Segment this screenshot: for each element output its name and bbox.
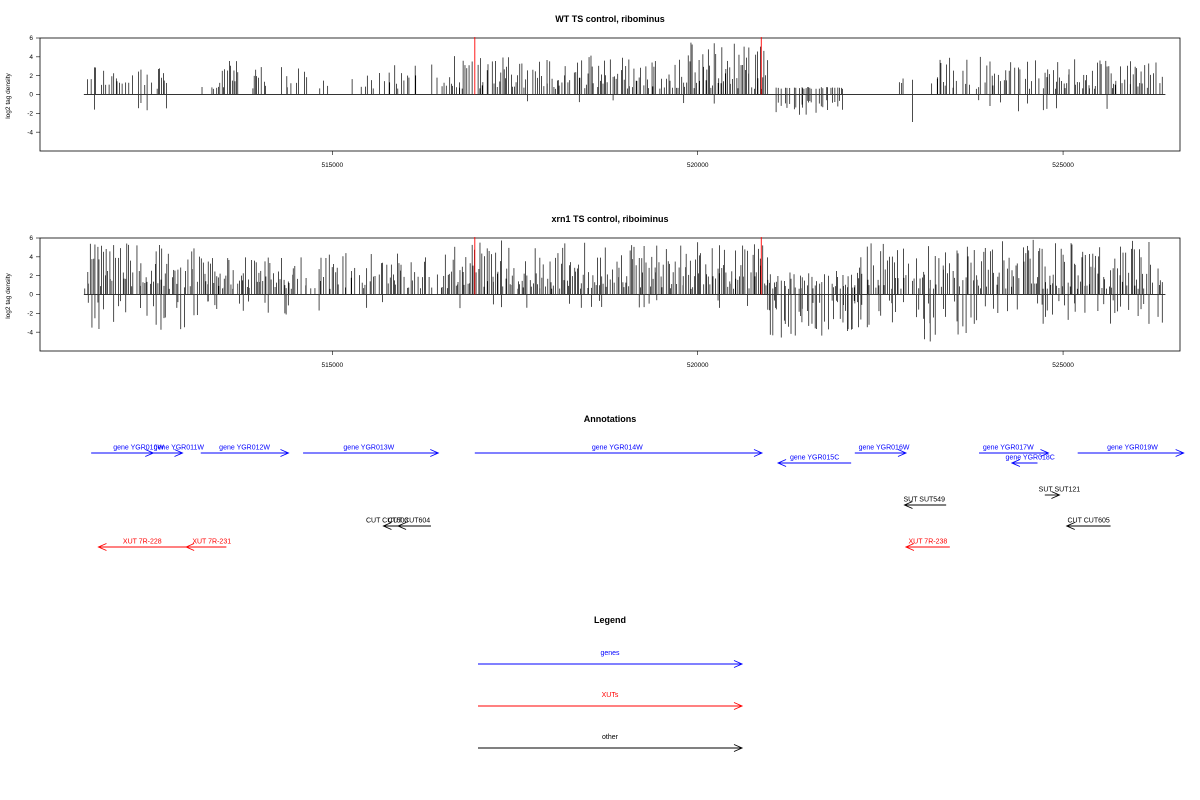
annotation-feature[interactable]: XUT 7R-238 <box>904 539 950 551</box>
annotation-feature[interactable]: gene YGR017W <box>979 445 1050 457</box>
annotation-feature[interactable]: gene YGR013W <box>303 445 440 457</box>
legend-title: Legend <box>594 615 626 625</box>
y-tick-label: 0 <box>29 292 33 299</box>
annotation-feature-arrowhead <box>1175 449 1185 457</box>
annotation-feature[interactable]: CUT CUT605 <box>1065 518 1111 530</box>
wt-track-title: WT TS control, ribominus <box>555 14 665 24</box>
annotation-feature-arrowhead <box>185 543 195 551</box>
annotation-feature-label: CUT CUT603 <box>366 518 408 525</box>
xrn1-y-axis-label: log2 tag density <box>5 272 12 318</box>
annotation-feature-label: gene YGR013W <box>343 445 394 452</box>
annotation-feature[interactable]: SUT SUT549 <box>903 497 947 509</box>
annotation-feature[interactable]: gene YGR014W <box>474 445 764 457</box>
annotation-feature[interactable]: gene YGR016W <box>854 445 910 457</box>
annotation-feature-arrowhead <box>174 449 184 457</box>
annotation-feature-label: gene YGR011W <box>154 445 205 452</box>
annotation-feature-arrowhead <box>753 449 764 457</box>
annotation-feature[interactable]: XUT 7R-231 <box>185 539 231 551</box>
annotation-feature-arrowhead <box>430 449 440 457</box>
density-bars <box>84 239 1163 342</box>
legend-item-label: XUTs <box>602 692 619 699</box>
xrn1-plot-area: 6 4 2 0 -2 -4 515000 520000 525000 <box>27 235 1181 369</box>
xrn1-track-title: xrn1 TS control, riboiminus <box>551 214 668 224</box>
legend-item-arrowhead <box>733 660 744 668</box>
y-tick-label: -2 <box>27 311 33 318</box>
annotation-feature-label: gene YGR015C <box>790 455 839 462</box>
legend-items: genes XUTs other <box>478 650 744 752</box>
annotation-feature-arrowhead <box>1010 459 1021 467</box>
annotation-feature-label: CUT CUT604 <box>388 518 430 525</box>
annotation-feature-label: gene YGR017W <box>983 445 1034 452</box>
annotation-feature[interactable]: XUT 7R-228 <box>97 539 187 551</box>
y-tick-label: -4 <box>27 329 33 336</box>
annotation-feature-arrowhead <box>396 522 407 530</box>
annotation-feature-arrowhead <box>904 543 915 551</box>
y-tick-label: -2 <box>27 111 33 118</box>
annotation-feature-label: CUT CUT605 <box>1068 518 1110 525</box>
annotation-feature-label: XUT 7R-238 <box>908 539 947 546</box>
legend-item-arrowhead <box>733 702 744 710</box>
annotation-feature-label: SUT SUT549 <box>903 497 945 504</box>
density-bars <box>87 42 1163 123</box>
wt-plot-area: 6 4 2 0 -2 -4 515000 520000 525000 <box>27 35 1181 169</box>
annotation-feature-arrowhead <box>1065 522 1075 530</box>
annotation-feature-label: XUT 7R-228 <box>123 539 162 546</box>
x-tick-label: 525000 <box>1052 362 1074 369</box>
y-tick-label: 4 <box>29 54 33 61</box>
legend-item-label: genes <box>600 650 620 657</box>
annotations-title: Annotations <box>584 414 637 424</box>
annotation-feature-arrowhead <box>776 459 787 467</box>
y-tick-label: -4 <box>27 129 33 136</box>
annotation-feature-arrowhead <box>1051 491 1061 499</box>
annotation-feature[interactable]: gene YGR018C <box>1006 455 1055 467</box>
y-tick-label: 0 <box>29 92 33 99</box>
xrn1-track-panel: xrn1 TS control, riboiminus 6 4 2 0 -2 -4 5150… <box>5 214 1181 369</box>
y-tick-label: 6 <box>29 235 33 242</box>
annotation-feature-label: gene YGR012W <box>219 445 270 452</box>
x-tick-label: 515000 <box>321 162 343 169</box>
x-tick-label: 520000 <box>687 162 709 169</box>
y-tick-label: 4 <box>29 254 33 261</box>
legend-panel: Legend genes XUTs other <box>478 615 744 752</box>
legend-item: other <box>478 734 744 752</box>
legend-item: XUTs <box>478 692 744 710</box>
annotation-feature-arrowhead <box>1040 449 1050 457</box>
y-tick-label: 2 <box>29 73 33 80</box>
y-tick-label: 6 <box>29 35 33 42</box>
y-tick-label: 2 <box>29 273 33 280</box>
annotation-feature[interactable]: gene YGR019W <box>1077 445 1185 457</box>
annotation-feature-arrowhead <box>280 449 290 457</box>
x-tick-label: 525000 <box>1052 162 1074 169</box>
annotation-feature-label: gene YGR018C <box>1006 455 1055 462</box>
wt-y-axis-label: log2 tag density <box>5 72 12 118</box>
annotation-feature[interactable]: SUT SUT121 <box>1039 487 1081 499</box>
annotation-feature[interactable]: gene YGR011W <box>142 445 204 457</box>
x-tick-label: 515000 <box>321 362 343 369</box>
wt-track-panel: WT TS control, ribominus 6 4 2 0 -2 -4 515000 5… <box>5 14 1181 169</box>
annotation-feature-label: SUT SUT121 <box>1039 487 1081 494</box>
annotation-feature[interactable]: gene YGR015C <box>776 455 852 467</box>
legend-item-arrowhead <box>733 744 744 752</box>
annotation-feature[interactable]: gene YGR012W <box>200 445 290 457</box>
annotation-feature-arrowhead <box>382 522 392 530</box>
annotation-feature-label: gene YGR016W <box>859 445 910 452</box>
annotation-feature-arrowhead <box>97 543 107 551</box>
annotation-feature-label: XUT 7R-231 <box>192 539 231 546</box>
legend-item: genes <box>478 650 744 668</box>
annotation-feature-arrowhead <box>903 501 913 509</box>
annotation-feature[interactable]: CUT CUT604 <box>388 518 431 530</box>
annotation-feature-label: gene YGR014W <box>592 445 643 452</box>
annotation-feature-label: gene YGR019W <box>1107 445 1158 452</box>
x-tick-label: 520000 <box>687 362 709 369</box>
annotation-feature-arrowhead <box>897 449 908 457</box>
annotation-feature-label: gene YGR010W <box>113 445 164 452</box>
legend-item-label: other <box>602 734 619 741</box>
